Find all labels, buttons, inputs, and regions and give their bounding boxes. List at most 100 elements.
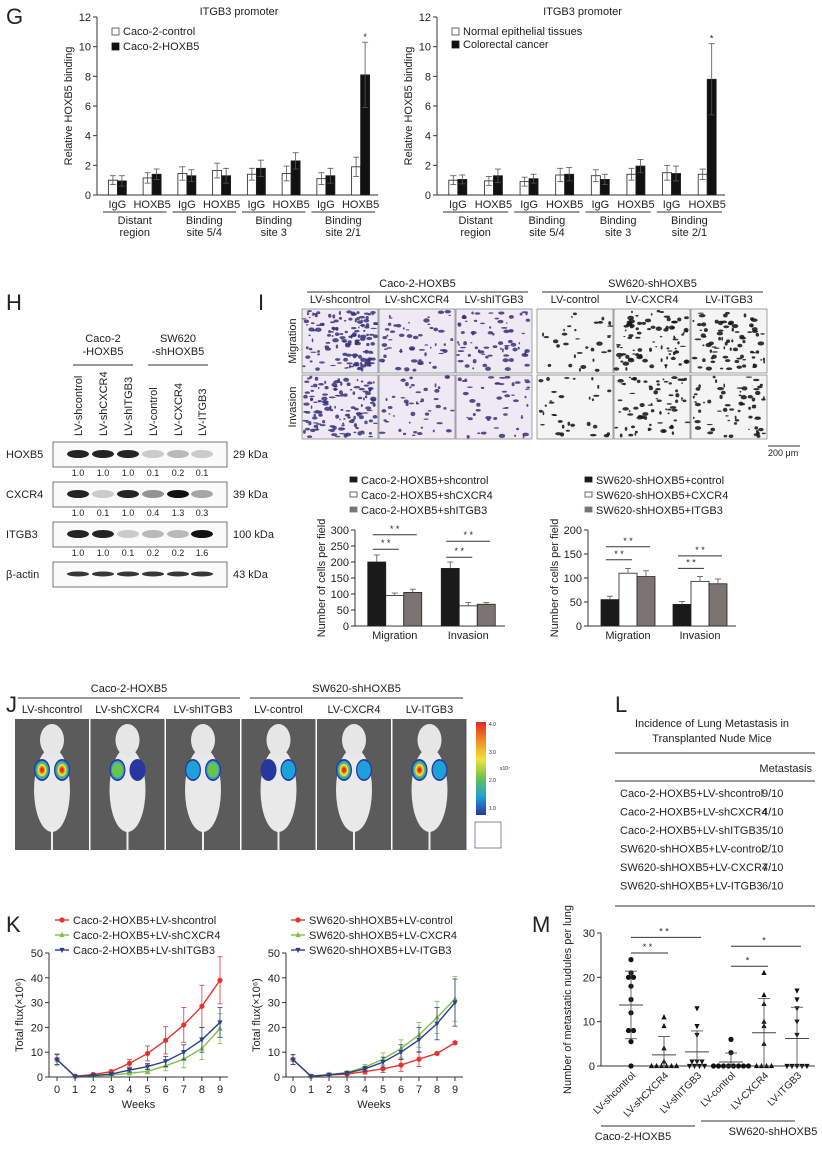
y-tick-label: 200 bbox=[331, 557, 349, 569]
stained-cell bbox=[682, 399, 687, 403]
stained-cell bbox=[450, 409, 455, 412]
data-point bbox=[689, 1059, 695, 1065]
y-axis-label: Number of cells per field bbox=[316, 519, 328, 638]
stained-cell bbox=[308, 327, 315, 332]
y-tick-label: 50 bbox=[268, 948, 280, 960]
group-label: site 3 bbox=[261, 227, 287, 239]
stained-cell bbox=[644, 318, 652, 323]
stained-cell bbox=[319, 361, 325, 364]
data-point bbox=[694, 1006, 700, 1012]
legend-marker bbox=[59, 917, 65, 923]
stained-cell bbox=[418, 334, 423, 337]
stained-cell bbox=[312, 312, 314, 317]
stained-cell bbox=[741, 364, 747, 368]
protein-label: HOXB5 bbox=[6, 449, 43, 461]
stained-cell bbox=[304, 391, 310, 394]
stained-cell bbox=[352, 391, 356, 395]
stained-cell bbox=[719, 367, 724, 370]
data-point bbox=[804, 1063, 810, 1070]
stained-cell bbox=[364, 325, 370, 329]
stained-cell bbox=[697, 366, 703, 369]
data-point bbox=[362, 1066, 368, 1072]
significance-stars: * * bbox=[695, 545, 705, 555]
group-label: Binding bbox=[600, 215, 637, 227]
transwell-image bbox=[301, 374, 379, 440]
stained-cell bbox=[736, 357, 743, 360]
stained-cell bbox=[434, 343, 437, 347]
stained-cell bbox=[601, 351, 608, 354]
group-label: region bbox=[460, 227, 491, 239]
stained-cell bbox=[492, 345, 498, 349]
stained-cell bbox=[561, 332, 568, 336]
legend-label: Caco-2-control bbox=[123, 26, 195, 38]
stained-cell bbox=[450, 338, 454, 342]
x-tick-label: 1 bbox=[72, 1084, 78, 1096]
stained-cell bbox=[363, 329, 366, 333]
stained-cell bbox=[373, 422, 378, 424]
stained-cell bbox=[671, 376, 678, 380]
transwell-image bbox=[690, 374, 768, 440]
stained-cell bbox=[347, 416, 351, 419]
stained-cell bbox=[731, 339, 734, 343]
stained-cell bbox=[318, 413, 323, 417]
stained-cell bbox=[424, 352, 427, 357]
legend-swatch bbox=[111, 27, 120, 36]
y-tick-label: 6 bbox=[85, 101, 91, 113]
protein-band bbox=[67, 450, 89, 458]
stained-cell bbox=[415, 401, 418, 405]
stained-cell bbox=[362, 390, 369, 393]
group-label: Distant bbox=[118, 215, 152, 227]
stained-cell bbox=[398, 333, 405, 337]
legend-label: Caco-2-HOXB5+LV-shCXCR4 bbox=[73, 930, 220, 942]
lane-label: LV-ITGB3 bbox=[197, 389, 209, 436]
y-axis-label: Relative HOXB5 binding bbox=[63, 47, 75, 166]
band-quantification: 1.0 bbox=[72, 468, 85, 478]
stained-cell bbox=[363, 397, 365, 401]
stained-cell bbox=[656, 309, 661, 313]
stained-cell bbox=[543, 336, 550, 339]
protein-band bbox=[117, 571, 139, 577]
stained-cell bbox=[625, 366, 628, 371]
stained-cell bbox=[634, 432, 637, 436]
stained-cell bbox=[722, 313, 728, 318]
category-label: IgG bbox=[109, 199, 127, 211]
band-quantification: 1.6 bbox=[196, 548, 209, 558]
stained-cell bbox=[370, 352, 374, 354]
stained-cell bbox=[559, 432, 565, 437]
stained-cell bbox=[662, 378, 665, 381]
stained-cell bbox=[572, 377, 576, 380]
data-point bbox=[126, 1067, 133, 1074]
stained-cell bbox=[756, 431, 760, 435]
row-value: 4/10 bbox=[762, 807, 783, 819]
data-point bbox=[694, 1024, 700, 1030]
lane-label: LV-CXCR4 bbox=[173, 383, 185, 436]
category-label: Invasion bbox=[448, 630, 489, 642]
data-point bbox=[416, 1037, 422, 1043]
data-point bbox=[673, 1062, 680, 1069]
stained-cell bbox=[303, 402, 310, 406]
data-point bbox=[452, 1040, 458, 1046]
stained-cell bbox=[706, 423, 713, 426]
stained-cell bbox=[680, 397, 684, 400]
stained-cell bbox=[324, 406, 331, 411]
protein-label: CXCR4 bbox=[6, 489, 43, 501]
stained-cell bbox=[488, 326, 492, 329]
stained-cell bbox=[480, 322, 486, 325]
legend-marker bbox=[295, 947, 301, 954]
stained-cell bbox=[303, 319, 310, 324]
stained-cell bbox=[302, 318, 306, 320]
stained-cell bbox=[702, 335, 707, 338]
protein-band bbox=[167, 530, 189, 538]
stained-cell bbox=[474, 312, 481, 315]
stained-cell bbox=[563, 342, 569, 346]
stained-cell bbox=[552, 339, 559, 344]
stained-cell bbox=[656, 380, 660, 383]
bar bbox=[403, 592, 423, 627]
stained-cell bbox=[338, 390, 343, 395]
stained-cell bbox=[679, 345, 686, 347]
luminescence-signal bbox=[186, 760, 200, 780]
stained-cell bbox=[387, 405, 393, 409]
y-tick-label: 0 bbox=[85, 190, 91, 202]
band-quantification: 0.3 bbox=[196, 508, 209, 518]
